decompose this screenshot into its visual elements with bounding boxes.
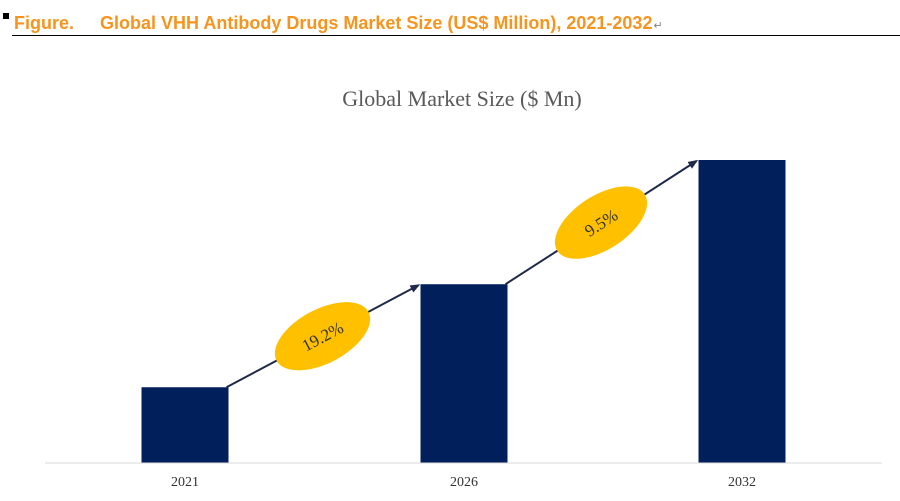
x-tick-label: 2021 (171, 475, 199, 490)
cagr-ellipse (554, 186, 648, 259)
paragraph-mark-icon: ↵ (653, 20, 663, 32)
x-tick-label: 2032 (728, 475, 756, 490)
x-tick-label: 2026 (450, 475, 478, 490)
chart-title: Global Market Size ($ Mn) (342, 86, 582, 111)
figure-label: Figure. (14, 13, 75, 33)
figure-title: Global VHH Antibody Drugs Market Size (U… (100, 12, 663, 37)
figure-header: Figure. Global VHH Antibody Drugs Market… (0, 0, 900, 40)
bar-2026 (420, 284, 508, 463)
bullet-icon (3, 13, 9, 19)
figure-title-text: Global VHH Antibody Drugs Market Size (U… (100, 13, 653, 33)
cagr-badge: 9.5% (554, 186, 648, 259)
bar-2032 (698, 160, 786, 463)
header-rule (12, 35, 900, 36)
bar-2021 (141, 387, 229, 463)
cagr-ellipse (274, 302, 371, 371)
cagr-badge: 19.2% (274, 302, 371, 371)
plot-area: 2021 2026 2032 19.2% 9.5% (141, 159, 786, 490)
